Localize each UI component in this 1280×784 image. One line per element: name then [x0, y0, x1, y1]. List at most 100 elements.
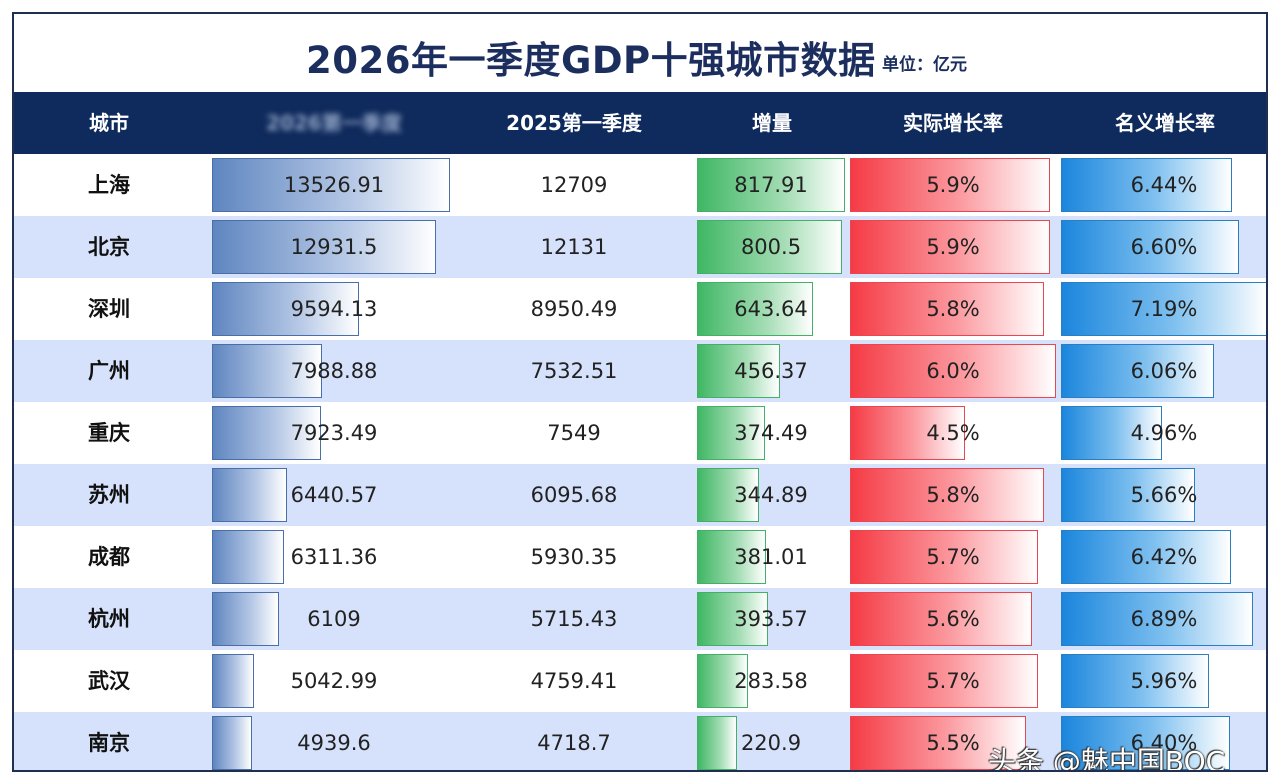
nominal-growth-value: 6.44% [1130, 173, 1198, 197]
gdp-2026-value: 6109 [307, 607, 361, 631]
real-growth-value: 5.5% [926, 731, 980, 755]
nominal-growth-value: 5.66% [1130, 483, 1198, 507]
gdp-2025-value: 4759.41 [530, 669, 618, 693]
city-label: 深圳 [88, 297, 130, 321]
increase-value: 220.9 [740, 731, 802, 755]
table-row: 南京 4939.6 4718.7 220.9 5.5% 6.40% [14, 712, 1266, 770]
gdp-2026-bar [212, 468, 287, 522]
city-label: 杭州 [88, 607, 130, 631]
city-label: 苏州 [88, 483, 130, 507]
gdp-2026-value: 6311.36 [290, 545, 378, 569]
table-header: 城市 2026第一季度 2025第一季度 增量 实际增长率 名义增长率 [14, 92, 1266, 154]
real-growth-bar [850, 530, 1038, 584]
real-growth-bar [850, 282, 1044, 336]
gdp-2026-bar [212, 344, 323, 398]
real-growth-bar [850, 468, 1044, 522]
gdp-2026-bar [212, 282, 360, 336]
real-growth-value: 4.5% [926, 421, 980, 445]
nominal-growth-value: 6.60% [1130, 235, 1198, 259]
header-increase: 增量 [752, 111, 792, 135]
increase-value: 374.49 [734, 421, 808, 445]
nominal-growth-bar [1061, 406, 1163, 460]
nominal-growth-value: 5.96% [1130, 669, 1198, 693]
city-label: 上海 [88, 173, 130, 197]
real-growth-bar [850, 158, 1050, 212]
increase-bar [697, 220, 842, 274]
table-row: 广州 7988.88 7532.51 456.37 6.0% 6.06% [14, 340, 1266, 402]
increase-bar [697, 344, 780, 398]
increase-value: 456.37 [734, 359, 808, 383]
real-growth-value: 5.8% [926, 297, 980, 321]
chart-frame: 2026年一季度GDP十强城市数据 单位：亿元 城市 2026第一季度 2025… [12, 12, 1268, 772]
increase-bar [697, 592, 769, 646]
nominal-growth-bar [1061, 654, 1210, 708]
real-growth-value: 5.8% [926, 483, 980, 507]
header-city: 城市 [89, 111, 129, 135]
header-real-growth: 实际增长率 [903, 111, 1003, 135]
table-row: 武汉 5042.99 4759.41 283.58 5.7% 5.96% [14, 650, 1266, 712]
table-row: 成都 6311.36 5930.35 381.01 5.7% 6.42% [14, 526, 1266, 588]
nominal-growth-value: 4.96% [1130, 421, 1198, 445]
gdp-2026-value: 5042.99 [290, 669, 378, 693]
table-row: 北京 12931.5 12131 800.5 5.9% 6.60% [14, 216, 1266, 278]
unit-label: 单位：亿元 [882, 55, 967, 75]
gdp-2026-value: 7988.88 [290, 359, 378, 383]
increase-bar [697, 654, 749, 708]
table-row: 杭州 6109 5715.43 393.57 5.6% 6.89% [14, 588, 1266, 650]
increase-value: 800.5 [740, 235, 802, 259]
gdp-2026-value: 4939.6 [297, 731, 371, 755]
city-label: 成都 [88, 545, 130, 569]
real-growth-value: 5.9% [926, 173, 980, 197]
gdp-2026-bar [212, 406, 321, 460]
gdp-2026-bar [212, 530, 284, 584]
nominal-growth-value: 6.89% [1130, 607, 1198, 631]
chart-title: 2026年一季度GDP十强城市数据 [306, 39, 876, 82]
real-growth-value: 5.6% [926, 607, 980, 631]
watermark: 头条 @魅中国BOC [988, 745, 1226, 772]
nominal-growth-bar [1061, 592, 1253, 646]
gdp-2026-bar [212, 158, 450, 212]
increase-bar [697, 716, 737, 770]
nominal-growth-bar [1061, 716, 1230, 770]
real-growth-bar [850, 716, 1026, 770]
table-row: 深圳 9594.13 8950.49 643.64 5.8% 7.19% [14, 278, 1266, 340]
table-body: 上海 13526.91 12709 817.91 5.9% 6.44% 北京 12931.5 1… [14, 154, 1266, 770]
gdp-2025-value: 7532.51 [530, 359, 618, 383]
real-growth-value: 6.0% [926, 359, 980, 383]
header-gdp-2025q1: 2025第一季度 [506, 111, 642, 135]
real-growth-bar [850, 344, 1056, 398]
real-growth-bar [850, 220, 1050, 274]
gdp-2026-bar [212, 716, 253, 770]
increase-value: 381.01 [734, 545, 808, 569]
table-row: 上海 13526.91 12709 817.91 5.9% 6.44% [14, 154, 1266, 216]
gdp-2025-value: 4718.7 [537, 731, 611, 755]
header-nominal-growth: 名义增长率 [1115, 111, 1215, 135]
nominal-growth-bar [1061, 468, 1196, 522]
nominal-growth-value: 6.40% [1130, 731, 1198, 755]
increase-value: 344.89 [734, 483, 808, 507]
city-label: 广州 [88, 359, 130, 383]
gdp-2026-value: 13526.91 [283, 173, 385, 197]
gdp-2025-value: 12709 [540, 173, 608, 197]
increase-bar [697, 530, 766, 584]
increase-value: 283.58 [734, 669, 808, 693]
title-row: 2026年一季度GDP十强城市数据 单位：亿元 [14, 14, 1266, 92]
gdp-2026-value: 6440.57 [290, 483, 378, 507]
increase-value: 817.91 [734, 173, 808, 197]
city-label: 北京 [88, 235, 130, 259]
nominal-growth-bar [1061, 344, 1214, 398]
nominal-growth-value: 6.06% [1130, 359, 1198, 383]
header-gdp-2026q1: 2026第一季度 [266, 111, 402, 135]
real-growth-value: 5.9% [926, 235, 980, 259]
table-row: 重庆 7923.49 7549 374.49 4.5% 4.96% [14, 402, 1266, 464]
gdp-2026-bar [212, 654, 255, 708]
city-label: 重庆 [88, 421, 130, 445]
gdp-2026-value: 9594.13 [290, 297, 378, 321]
increase-bar [697, 282, 814, 336]
gdp-2026-bar [212, 220, 437, 274]
real-growth-bar [850, 592, 1032, 646]
real-growth-value: 5.7% [926, 669, 980, 693]
gdp-2025-value: 12131 [540, 235, 608, 259]
city-label: 南京 [88, 731, 130, 755]
real-growth-value: 5.7% [926, 545, 980, 569]
